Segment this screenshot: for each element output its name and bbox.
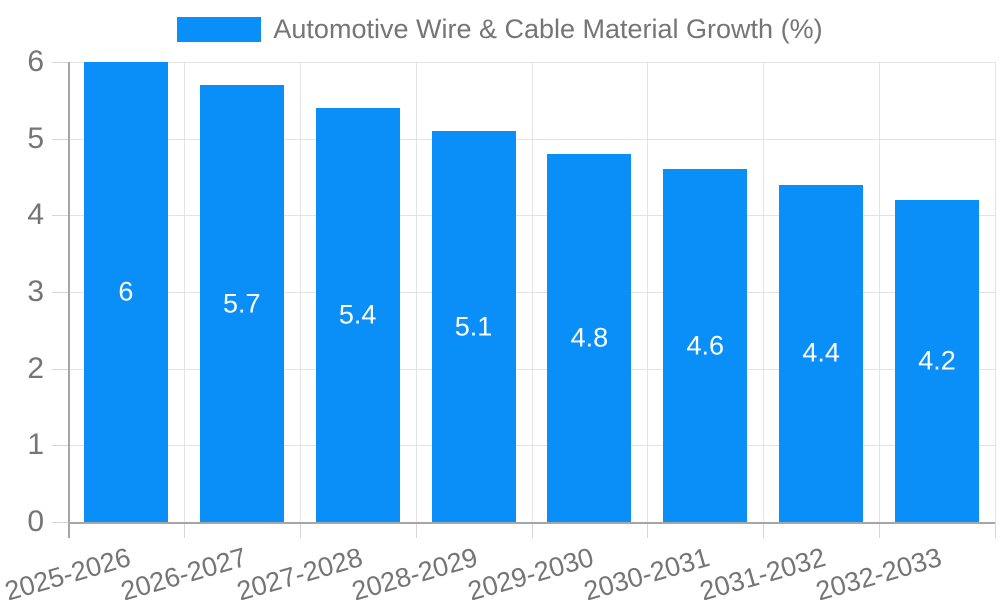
- y-axis-tick-label: 5: [27, 121, 44, 155]
- bar-value-label: 6: [118, 276, 134, 307]
- bar[interactable]: 6: [83, 62, 168, 522]
- y-axis-tick: [52, 292, 68, 293]
- x-gridline: [763, 62, 765, 522]
- x-axis-category-label: 2025-2026: [1, 542, 134, 600]
- x-gridline: [647, 62, 649, 522]
- x-axis-tick: [995, 522, 996, 538]
- bar[interactable]: 5.1: [431, 131, 516, 522]
- bar[interactable]: 4.2: [895, 200, 980, 522]
- y-axis-tick: [52, 445, 68, 447]
- x-axis-category-label: 2026-2027: [117, 542, 250, 600]
- x-axis-tick: [415, 522, 417, 538]
- x-gridline: [299, 62, 301, 522]
- x-axis-line: [68, 522, 995, 524]
- bar[interactable]: 4.8: [547, 154, 632, 522]
- x-axis-category-label: 2032-2033: [812, 542, 945, 600]
- x-gridline: [183, 62, 185, 522]
- x-axis-tick: [879, 522, 881, 538]
- y-axis-tick: [52, 522, 68, 523]
- x-axis-category-label: 2028-2029: [348, 542, 482, 600]
- x-gridline: [879, 62, 881, 522]
- bar-value-label: 5.4: [338, 299, 377, 330]
- y-axis-line: [68, 62, 70, 538]
- y-axis-tick-label: 0: [27, 505, 44, 538]
- y-axis-tick-label: 4: [27, 198, 44, 232]
- bar-value-label: 5.7: [223, 288, 261, 318]
- x-gridline: [995, 62, 996, 522]
- x-axis-category-label: 2029-2030: [464, 542, 598, 600]
- bar[interactable]: 4.4: [779, 184, 864, 522]
- x-axis-category-label: 2031-2032: [696, 542, 829, 600]
- bar[interactable]: 5.4: [315, 108, 400, 522]
- x-axis-tick: [183, 522, 185, 538]
- y-axis-tick: [52, 62, 68, 63]
- bar-value-label: 4.4: [802, 337, 840, 368]
- bar-value-label: 4.2: [918, 345, 956, 376]
- y-axis-tick-label: 6: [27, 45, 44, 78]
- legend-swatch[interactable]: [177, 17, 262, 42]
- x-gridline: [531, 62, 533, 522]
- y-axis-tick: [52, 368, 68, 370]
- legend[interactable]: Automotive Wire & Cable Material Growth …: [0, 14, 1000, 45]
- bar-value-label: 4.8: [570, 322, 609, 353]
- bar[interactable]: 4.6: [663, 169, 748, 522]
- bar[interactable]: 5.7: [199, 85, 284, 522]
- y-axis-tick-label: 1: [27, 428, 44, 462]
- x-gridline: [415, 62, 417, 522]
- y-axis-tick: [52, 215, 68, 217]
- bar-value-label: 4.6: [686, 330, 725, 361]
- legend-label: Automotive Wire & Cable Material Growth …: [273, 14, 823, 44]
- x-axis-tick: [531, 522, 533, 538]
- x-axis-tick: [647, 522, 649, 538]
- y-axis-tick-label: 3: [27, 275, 44, 308]
- x-axis-tick: [299, 522, 301, 538]
- x-axis-category-label: 2030-2031: [580, 542, 714, 600]
- bar-value-label: 5.1: [454, 311, 493, 341]
- y-axis-tick-label: 2: [27, 351, 44, 385]
- x-axis-tick: [763, 522, 765, 538]
- y-axis-tick: [52, 138, 68, 140]
- x-axis-category-label: 2027-2028: [233, 542, 366, 600]
